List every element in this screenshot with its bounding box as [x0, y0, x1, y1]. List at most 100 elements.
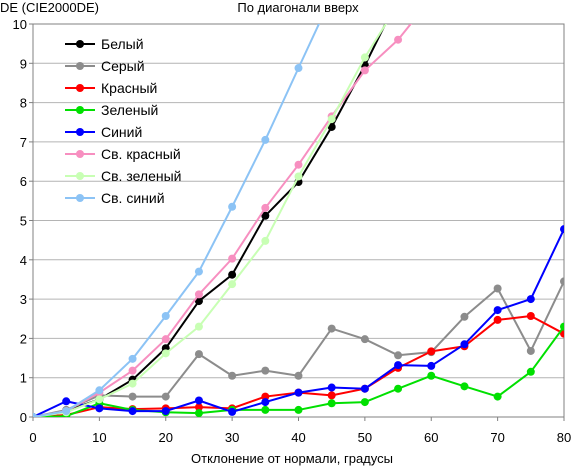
data-point — [526, 346, 535, 355]
series-5 — [33, 225, 564, 417]
legend-item: Зеленый — [65, 102, 158, 118]
data-point — [394, 361, 403, 370]
data-point — [526, 295, 535, 304]
data-point — [360, 384, 369, 393]
data-point — [228, 280, 237, 289]
data-point — [261, 203, 270, 212]
y-tick-label: 9 — [20, 56, 27, 71]
data-point — [261, 392, 270, 401]
data-point — [161, 311, 170, 320]
y-tick-label: 5 — [20, 214, 27, 229]
legend-item: Серый — [65, 58, 145, 74]
legend-item: Белый — [65, 36, 144, 52]
data-point — [161, 349, 170, 358]
data-point — [394, 351, 403, 360]
data-point — [261, 236, 270, 245]
data-point — [128, 392, 137, 401]
legend-swatch-marker — [76, 128, 84, 136]
data-point — [394, 0, 402, 8]
data-point — [427, 0, 435, 2]
data-point — [394, 384, 403, 393]
series-line — [33, 24, 387, 417]
data-point — [95, 404, 104, 413]
x-axis: 0 10 20 30 40 50 60 70 80 — [29, 417, 571, 445]
data-point — [327, 324, 336, 333]
data-point — [62, 397, 71, 406]
data-point — [493, 306, 502, 315]
x-tick-label: 50 — [358, 430, 372, 445]
y-tick-label: 7 — [20, 135, 27, 150]
legend: Белый Серый Красный Зеленый Синий Св. красный… — [65, 36, 181, 206]
data-point — [427, 347, 436, 356]
legend-swatch-marker — [76, 172, 84, 180]
data-point — [560, 277, 564, 286]
data-point — [360, 335, 369, 344]
data-point — [360, 53, 369, 62]
y-axis-title: DE (CIE2000DE) — [0, 0, 99, 15]
x-axis-title: Отклонение от нормали, градусы — [191, 451, 393, 466]
data-point — [327, 391, 336, 400]
data-point — [261, 405, 270, 414]
y-axis: 0 1 2 3 4 5 6 7 8 9 10 — [13, 17, 33, 425]
legend-item: Синий — [65, 124, 142, 140]
data-point — [261, 366, 270, 375]
data-point — [194, 267, 203, 276]
x-tick-label: 0 — [29, 430, 36, 445]
y-tick-label: 0 — [20, 410, 27, 425]
x-tick-label: 40 — [291, 430, 305, 445]
data-point — [228, 254, 237, 263]
data-point — [128, 379, 137, 388]
data-point — [327, 399, 336, 408]
data-point — [228, 270, 237, 279]
legend-label: Серый — [101, 58, 145, 74]
data-point — [33, 413, 37, 417]
data-point — [360, 66, 369, 75]
series-line — [33, 280, 564, 417]
data-point — [294, 405, 303, 414]
data-point — [460, 340, 469, 349]
data-point — [161, 392, 170, 401]
data-point — [493, 392, 502, 401]
x-tick-label: 20 — [159, 430, 173, 445]
data-point — [228, 202, 237, 211]
legend-swatch-marker — [76, 84, 84, 92]
y-tick-label: 3 — [20, 292, 27, 307]
data-point — [294, 388, 303, 397]
x-tick-label: 80 — [557, 430, 571, 445]
legend-label: Св. красный — [101, 146, 181, 162]
x-tick-label: 60 — [424, 430, 438, 445]
data-point — [294, 172, 303, 181]
data-point — [427, 371, 436, 380]
data-point — [394, 0, 402, 2]
legend-label: Красный — [101, 80, 157, 96]
legend-swatch-marker — [76, 194, 84, 202]
data-point — [128, 407, 137, 416]
data-point — [327, 383, 336, 392]
data-point — [560, 322, 564, 331]
y-tick-label: 8 — [20, 96, 27, 111]
data-point — [95, 395, 104, 404]
data-point — [95, 386, 104, 395]
y-tick-label: 2 — [20, 331, 27, 346]
x-tick-label: 30 — [225, 430, 239, 445]
y-tick-label: 6 — [20, 174, 27, 189]
data-point — [194, 350, 203, 359]
data-point — [493, 315, 502, 324]
data-point — [228, 371, 237, 380]
legend-label: Синий — [101, 124, 142, 140]
data-point — [194, 322, 203, 331]
data-point — [460, 382, 469, 391]
legend-swatch-marker — [76, 106, 84, 114]
legend-item: Св. синий — [65, 190, 165, 206]
y-tick-label: 10 — [13, 17, 27, 32]
data-point — [194, 403, 203, 412]
y-tick-label: 1 — [20, 371, 27, 386]
data-point — [194, 396, 203, 405]
data-point — [560, 225, 564, 234]
x-tick-label: 10 — [92, 430, 106, 445]
data-point — [161, 407, 170, 416]
data-point — [128, 366, 137, 375]
data-point — [394, 35, 403, 44]
data-point — [526, 367, 535, 376]
